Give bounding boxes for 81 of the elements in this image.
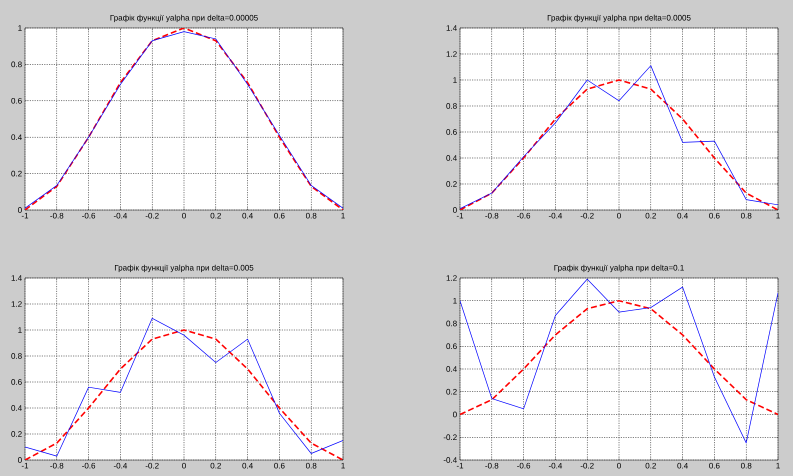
x-tick-label: -0.6 bbox=[517, 462, 530, 469]
y-tick-label: 0.8 bbox=[11, 353, 22, 359]
x-tick-label: 0.8 bbox=[740, 212, 752, 219]
y-tick-label: 1.2 bbox=[12, 301, 22, 307]
y-tick-label: 0.4 bbox=[446, 366, 457, 372]
y-tick-label: 0.6 bbox=[11, 98, 22, 104]
y-tick-label: 0.8 bbox=[11, 62, 22, 68]
y-tick-label: 1 bbox=[453, 298, 457, 304]
x-tick-label: 1 bbox=[341, 212, 345, 218]
x-tick-label: -0.8 bbox=[50, 462, 64, 469]
chart-title: Графік функції yalpha при delta=0.005 bbox=[114, 264, 254, 272]
y-tick-label: 0.2 bbox=[11, 431, 22, 437]
x-tick-label: -0.2 bbox=[580, 212, 594, 219]
y-tick-label: 0.6 bbox=[11, 379, 22, 385]
x-tick-label: -1 bbox=[456, 462, 464, 468]
x-tick-label: 0.6 bbox=[709, 462, 720, 469]
x-tick-label: 0.2 bbox=[210, 462, 221, 469]
x-tick-label: 0.8 bbox=[306, 462, 316, 469]
y-tick-label: 1 bbox=[453, 77, 457, 83]
x-tick-label: -0.8 bbox=[485, 212, 498, 219]
x-tick-label: -1 bbox=[22, 212, 28, 218]
x-tick-label: 0.6 bbox=[274, 212, 285, 219]
x-tick-label: 0.2 bbox=[210, 212, 221, 219]
x-tick-label: -0.2 bbox=[146, 462, 159, 469]
y-tick-label: 1 bbox=[18, 327, 22, 333]
y-tick-label: 0.8 bbox=[446, 103, 457, 109]
x-tick-label: 1 bbox=[776, 462, 780, 468]
y-tick-label: 0 bbox=[453, 207, 457, 213]
x-tick-label: 0.4 bbox=[677, 212, 688, 219]
x-tick-label: 0.4 bbox=[242, 212, 253, 219]
x-tick-label: -0.2 bbox=[580, 462, 594, 469]
y-tick-label: -0.2 bbox=[444, 434, 457, 440]
y-tick-label: 0 bbox=[453, 412, 457, 418]
y-tick-label: 1.2 bbox=[446, 51, 457, 57]
x-tick-label: -0.6 bbox=[82, 462, 96, 469]
y-tick-label: 0.2 bbox=[11, 170, 22, 176]
x-tick-label: 1 bbox=[341, 462, 345, 468]
x-tick-label: -0.4 bbox=[114, 462, 128, 469]
x-tick-label: 0.4 bbox=[677, 462, 688, 469]
x-tick-label: -0.4 bbox=[548, 462, 562, 469]
x-tick-label: 0 bbox=[617, 212, 621, 219]
x-tick-label: 0.6 bbox=[274, 462, 285, 469]
x-tick-label: 0.8 bbox=[306, 212, 316, 219]
y-tick-label: 1.2 bbox=[446, 275, 457, 281]
x-tick-label: 0.8 bbox=[740, 462, 752, 469]
x-tick-label: 0.2 bbox=[646, 212, 656, 219]
x-tick-label: -0.6 bbox=[517, 212, 530, 219]
x-tick-label: -1 bbox=[456, 212, 464, 218]
x-tick-label: 0 bbox=[182, 462, 186, 469]
y-tick-label: 0.4 bbox=[11, 405, 22, 411]
x-tick-label: 0 bbox=[617, 462, 621, 469]
y-tick-label: 0.4 bbox=[446, 155, 457, 161]
y-tick-label: 0.8 bbox=[446, 320, 457, 326]
x-tick-label: 0 bbox=[182, 212, 186, 219]
chart-title: Графік функції yalpha при delta=0.00005 bbox=[110, 14, 258, 22]
x-tick-label: -0.2 bbox=[146, 212, 159, 219]
x-tick-label: -1 bbox=[22, 462, 28, 468]
y-tick-label: 0.2 bbox=[446, 388, 457, 395]
x-tick-label: -0.8 bbox=[50, 212, 64, 219]
x-tick-label: 1 bbox=[776, 212, 780, 218]
y-tick-label: 1.4 bbox=[12, 275, 22, 281]
chart-title: Графік функції yalpha при delta=0.0005 bbox=[548, 14, 691, 22]
x-tick-label: -0.8 bbox=[485, 462, 498, 469]
y-tick-label: 0.2 bbox=[446, 181, 457, 187]
y-tick-label: 1.4 bbox=[446, 25, 457, 31]
x-tick-label: -0.4 bbox=[114, 212, 128, 219]
x-tick-label: -0.6 bbox=[82, 212, 96, 219]
y-tick-label: 1 bbox=[18, 25, 22, 31]
chart-title: Графік функції yalpha при delta=0.1 bbox=[554, 264, 684, 272]
y-tick-label: 0 bbox=[18, 207, 22, 213]
y-tick-label: 0.6 bbox=[446, 129, 457, 135]
x-tick-label: 0.2 bbox=[646, 462, 656, 469]
line-series bbox=[460, 278, 778, 444]
x-tick-label: 0.6 bbox=[709, 212, 720, 219]
y-tick-label: -0.4 bbox=[444, 457, 457, 463]
y-tick-label: 0 bbox=[18, 457, 22, 463]
y-tick-label: 0.4 bbox=[11, 134, 22, 140]
x-tick-label: -0.4 bbox=[548, 212, 562, 219]
y-tick-label: 0.6 bbox=[446, 343, 457, 350]
line-series bbox=[460, 300, 778, 416]
x-tick-label: 0.4 bbox=[242, 462, 253, 469]
